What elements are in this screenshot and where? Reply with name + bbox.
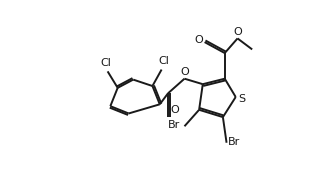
Text: Br: Br [168,120,180,130]
Text: S: S [238,94,245,104]
Text: Br: Br [228,137,240,147]
Text: O: O [233,27,242,37]
Text: O: O [171,105,179,115]
Text: Cl: Cl [158,56,169,66]
Text: Cl: Cl [100,58,111,68]
Text: O: O [180,67,189,77]
Text: O: O [194,35,203,45]
